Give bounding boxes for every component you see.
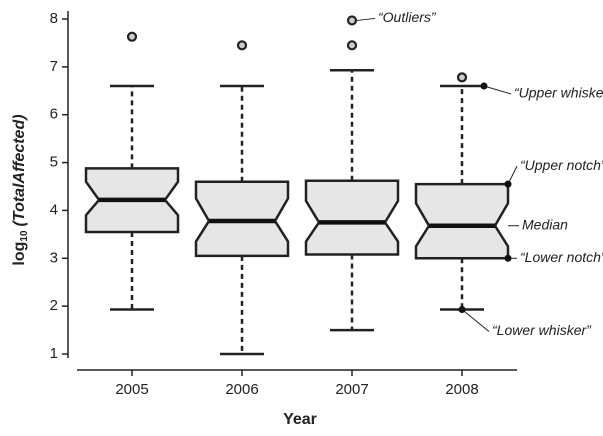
x-tick-label: 2006 xyxy=(225,381,258,398)
y-axis-title-text: (TotalAffected) xyxy=(11,114,28,226)
y-tick-label: 1 xyxy=(50,345,58,362)
annotation-dot xyxy=(504,180,512,188)
annotation: “Lower notch” xyxy=(520,249,603,265)
annotation-dot xyxy=(504,254,512,262)
annotation-dot xyxy=(458,305,466,313)
outlier xyxy=(236,40,248,51)
annotation: “Upper whisker” xyxy=(514,85,603,101)
annotation: “Lower whisker” xyxy=(492,322,592,338)
y-tick-label: 3 xyxy=(50,249,58,266)
y-axis-title: log10 (TotalAffected) xyxy=(11,114,29,265)
outlier xyxy=(346,40,358,51)
y-axis-title-prefix: log xyxy=(11,242,28,266)
y-tick-label: 6 xyxy=(50,106,58,123)
annotation-leader xyxy=(461,309,490,332)
annotation: “Upper notch” xyxy=(520,157,603,173)
outlier xyxy=(126,31,138,42)
y-tick-label: 7 xyxy=(50,58,58,75)
y-tick-label: 4 xyxy=(50,201,58,218)
y-tick-label: 8 xyxy=(50,10,58,27)
annotation: Median xyxy=(522,216,568,232)
y-tick-label: 5 xyxy=(50,154,58,171)
y-tick-label: 2 xyxy=(50,297,58,314)
x-axis-title: Year xyxy=(283,411,317,428)
annotation: “Outliers” xyxy=(378,9,437,25)
annotation-leader xyxy=(356,17,376,21)
box xyxy=(414,182,510,260)
x-tick-label: 2005 xyxy=(115,381,148,398)
y-axis-title-subscript: 10 xyxy=(19,230,30,242)
x-tick-label: 2008 xyxy=(445,381,478,398)
x-tick-label: 2007 xyxy=(335,381,368,398)
box xyxy=(304,179,400,256)
annotation-leader xyxy=(483,85,512,95)
outlier xyxy=(456,72,468,83)
annotation-dot xyxy=(480,82,488,90)
outlier xyxy=(346,15,358,26)
